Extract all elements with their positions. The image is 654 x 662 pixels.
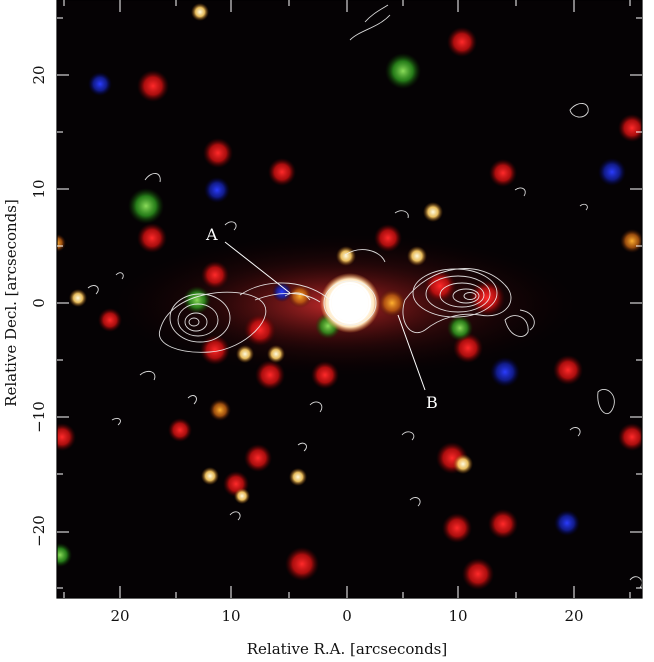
- y-tick-label: 10: [30, 179, 48, 198]
- annotation-a-pointer: [224, 241, 291, 294]
- source-field: [57, 3, 642, 590]
- annotation-a-label: A: [205, 225, 218, 244]
- source-red: [98, 308, 122, 332]
- source-red: [244, 444, 272, 472]
- annotation-b-label: B: [426, 393, 438, 412]
- source-red: [201, 261, 229, 289]
- x-tick-label: 0: [342, 607, 352, 625]
- source-red: [462, 558, 494, 590]
- source-red: [255, 360, 285, 390]
- source-red: [374, 224, 402, 252]
- x-axis-title: Relative R.A. [arcseconds]: [247, 640, 447, 658]
- source-blue: [88, 72, 112, 96]
- source-red: [489, 159, 517, 187]
- x-tick-labels: 20 10 0 10 20: [110, 607, 583, 625]
- source-blue: [204, 177, 230, 203]
- source-green: [57, 543, 72, 567]
- source-red: [137, 223, 167, 253]
- source-red: [268, 158, 296, 186]
- source-green: [385, 53, 421, 89]
- source-red: [424, 270, 456, 302]
- y-tick-label: 0: [30, 298, 48, 308]
- x-tick-label: 20: [564, 607, 583, 625]
- source-red: [285, 547, 319, 581]
- source-yellow: [423, 202, 443, 222]
- source-green: [183, 286, 211, 314]
- source-yellow: [57, 234, 66, 252]
- annotation-b-pointer: [397, 314, 426, 391]
- tick-marks: [57, 0, 642, 598]
- y-tick-label: 20: [30, 65, 48, 84]
- source-yellow: [191, 3, 209, 21]
- central-source-ring: [329, 282, 371, 324]
- source-red: [203, 138, 233, 168]
- source-green: [128, 188, 164, 224]
- source-red: [618, 423, 642, 451]
- source-red: [488, 509, 518, 539]
- source-blue: [490, 357, 520, 387]
- source-yellow: [378, 289, 406, 317]
- source-green: [447, 315, 473, 341]
- y-tick-label: −20: [30, 515, 48, 547]
- source-red: [469, 280, 505, 316]
- radio-contours: [87, 4, 642, 589]
- source-yellow: [407, 246, 427, 266]
- source-red: [311, 361, 339, 389]
- y-tick-labels: 30 20 10 0 −10 −20: [30, 65, 48, 546]
- source-yellow: [69, 289, 87, 307]
- source-yellow: [453, 454, 473, 474]
- source-yellow: [201, 467, 219, 485]
- y-axis-title: Relative Decl. [arcseconds]: [2, 199, 20, 407]
- source-yellow: [267, 345, 285, 363]
- x-tick-label: 10: [448, 607, 467, 625]
- source-red: [442, 513, 472, 543]
- source-yellow: [209, 399, 231, 421]
- source-yellow: [336, 246, 356, 266]
- source-red: [553, 355, 583, 385]
- source-blue: [272, 282, 292, 302]
- plot-frame: [56, 0, 643, 599]
- source-blue: [598, 158, 626, 186]
- source-yellow: [289, 468, 307, 486]
- source-red: [447, 27, 477, 57]
- source-red: [168, 418, 192, 442]
- source-red: [137, 70, 169, 102]
- central-bright-source: [320, 273, 380, 333]
- x-tick-label: 10: [221, 607, 240, 625]
- y-tick-label: −10: [30, 401, 48, 433]
- source-yellow: [234, 488, 250, 504]
- source-yellow: [620, 229, 642, 253]
- x-tick-label: 20: [110, 607, 129, 625]
- source-yellow: [288, 284, 312, 308]
- source-yellow: [236, 345, 254, 363]
- source-red: [618, 114, 642, 142]
- source-red: [200, 335, 230, 365]
- source-red: [57, 423, 76, 451]
- source-red: [244, 314, 276, 346]
- source-blue: [554, 510, 580, 536]
